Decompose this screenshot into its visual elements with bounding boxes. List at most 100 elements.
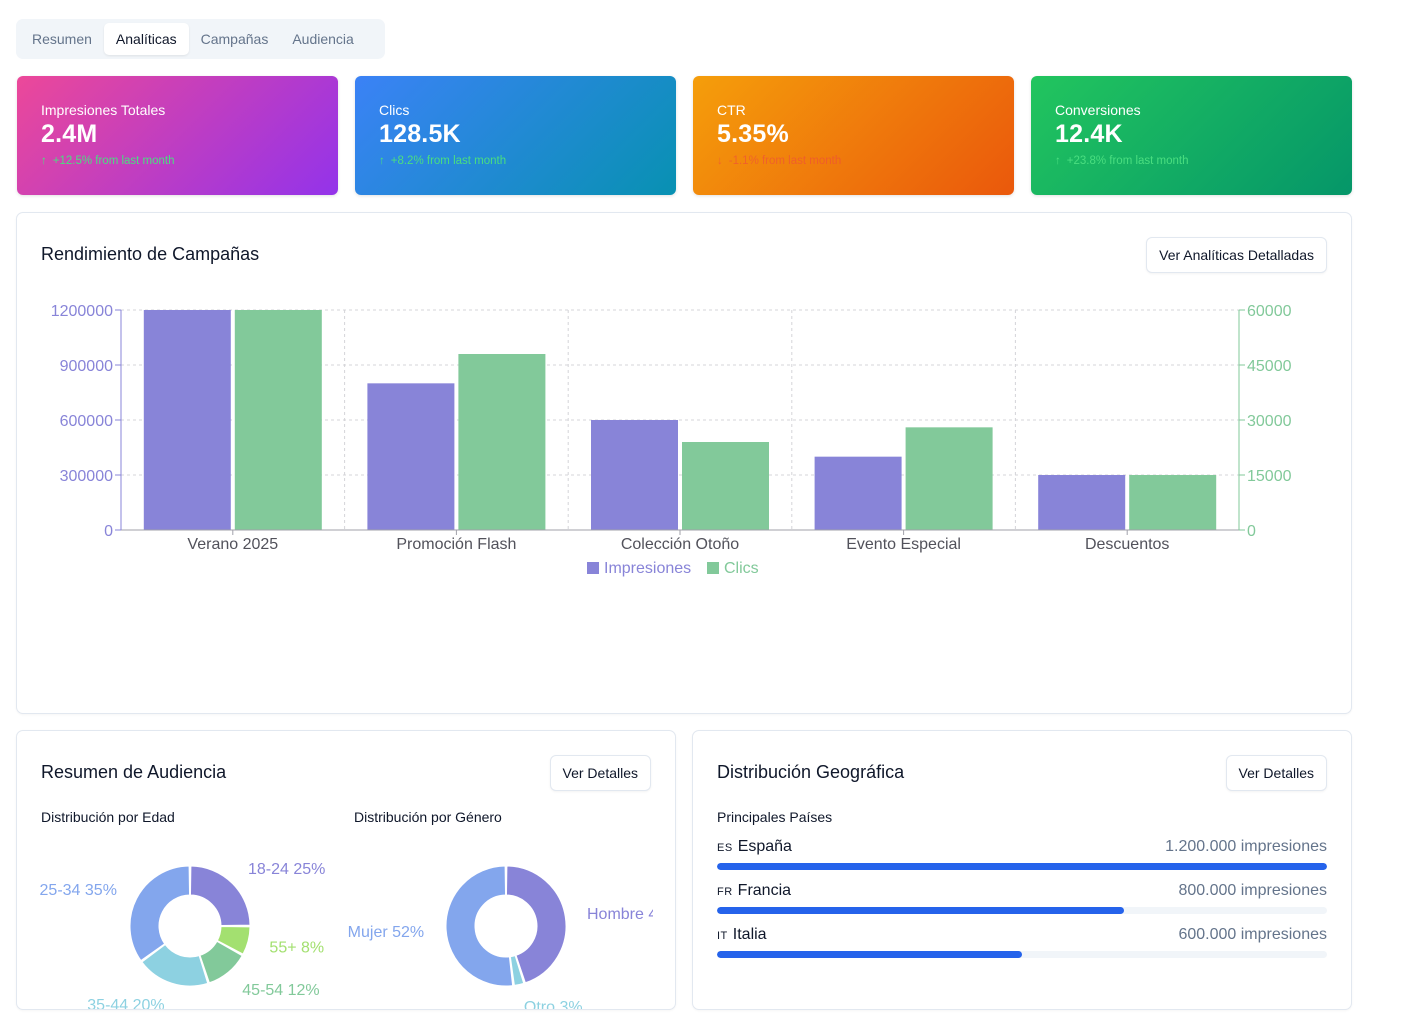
audience-card: Resumen de Audiencia Ver Detalles Distri… <box>16 730 676 1010</box>
tab-campanas[interactable]: Campañas <box>200 31 269 47</box>
country-row: ES España 1.200.000 impresiones <box>717 838 1327 870</box>
x-tick-label: Colección Otoño <box>621 536 739 553</box>
y-tick-label-right: 15000 <box>1247 468 1292 485</box>
tab-resumen[interactable]: Resumen <box>32 31 92 47</box>
stat-label: Impresiones Totales <box>41 102 166 118</box>
stat-change: ↑ +23.8% from last month <box>1055 155 1328 167</box>
bar-clics <box>234 310 322 530</box>
country-progress-track <box>717 863 1327 870</box>
gender-distribution-title: Distribución por Género <box>354 809 502 825</box>
tab-audiencia[interactable]: Audiencia <box>292 31 354 47</box>
x-tick-label: Verano 2025 <box>187 536 278 553</box>
pie-label: 25-34 35% <box>40 882 117 899</box>
tab-list: Resumen Analíticas Campañas Audiencia <box>16 19 385 59</box>
pie-label: 35-44 20% <box>87 997 164 1010</box>
stat-value: 12.4K <box>1055 120 1123 148</box>
stat-value: 128.5K <box>379 120 461 148</box>
geo-details-button[interactable]: Ver Detalles <box>1225 755 1327 791</box>
pie-label: 45-54 12% <box>242 982 319 999</box>
bar-impresiones <box>814 456 902 530</box>
stat-change: ↑ +12.5% from last month <box>41 155 314 167</box>
card-title: Resumen de Audiencia <box>41 762 227 782</box>
tab-analiticas[interactable]: Analíticas <box>103 23 189 55</box>
chart-legend: Impresiones Clics <box>587 560 759 577</box>
legend-label-clics: Clics <box>724 560 759 577</box>
y-tick-label-left: 1200000 <box>51 303 113 320</box>
pie-label: Otro 3% <box>524 999 583 1010</box>
audience-details-button[interactable]: Ver Detalles <box>549 755 651 791</box>
stat-change: ↓ -1.1% from last month <box>717 155 990 167</box>
country-name: Italia <box>732 926 767 943</box>
age-distribution-title: Distribución por Edad <box>41 809 175 825</box>
y-tick-label-left: 900000 <box>60 358 113 375</box>
pie-slice-25-34 <box>129 865 191 962</box>
bar-impresiones <box>367 383 455 530</box>
legend-swatch-impresiones <box>587 562 599 574</box>
age-pie-chart: 18-24 25% 55+ 8% 45-54 12% 35-44 20% 25-34 3… <box>40 861 326 1010</box>
pie-slice-18-24 <box>189 865 251 927</box>
country-progress-fill <box>717 907 1124 914</box>
stat-change-text: +8.2% from last month <box>390 155 507 167</box>
stat-card-conversiones: Conversiones 12.4K ↑ +23.8% from last mon… <box>1031 76 1352 195</box>
stat-change-text: +12.5% from last month <box>52 155 175 167</box>
pie-label: 55+ 8% <box>269 939 324 956</box>
y-tick-label-right: 30000 <box>1247 413 1292 430</box>
pie-label: Mujer 52% <box>348 924 424 941</box>
top-countries-title: Principales Países <box>717 809 833 825</box>
bar-impresiones <box>1038 475 1126 530</box>
stat-label: CTR <box>717 102 746 118</box>
bar-clics <box>1129 475 1217 530</box>
country-impressions: 600.000 impresiones <box>1178 926 1327 943</box>
y-tick-label-left: 300000 <box>60 468 113 485</box>
stat-card-clics: Clics 128.5K ↑ +8.2% from last month <box>355 76 676 195</box>
y-tick-label-right: 45000 <box>1247 358 1292 375</box>
x-tick-label: Descuentos <box>1085 536 1170 553</box>
bar-clics <box>682 442 769 530</box>
x-tick-label: Promoción Flash <box>396 536 516 553</box>
pie-slice-otro <box>509 954 525 986</box>
card-title: Rendimiento de Campañas <box>41 244 260 264</box>
legend-swatch-clics <box>707 562 719 574</box>
arrow-up-icon: ↑ <box>379 155 385 167</box>
stat-change: ↑ +8.2% from last month <box>379 155 652 167</box>
country-progress-track <box>717 907 1327 914</box>
arrow-down-icon: ↓ <box>717 155 723 167</box>
geo-distribution-card: Distribución Geográfica Ver Detalles Pri… <box>692 730 1352 1010</box>
y-tick-label-right: 60000 <box>1247 303 1292 320</box>
stat-label: Conversiones <box>1055 102 1141 118</box>
stat-change-text: +23.8% from last month <box>1066 155 1189 167</box>
stat-card-ctr: CTR 5.35% ↓ -1.1% from last month <box>693 76 1014 195</box>
pie-label: 18-24 25% <box>248 861 325 878</box>
country-row: IT Italia 600.000 impresiones <box>717 926 1327 958</box>
stat-label: Clics <box>379 102 410 118</box>
stat-value: 2.4M <box>41 120 98 148</box>
country-impressions: 1.200.000 impresiones <box>1165 838 1327 855</box>
country-row: FR Francia 800.000 impresiones <box>717 882 1327 914</box>
arrow-up-icon: ↑ <box>41 155 47 167</box>
campaign-bar-chart: Verano 2025 Promoción Flash Colección Otoñ… <box>51 303 1292 577</box>
country-code: IT <box>717 930 728 942</box>
country-name: España <box>737 838 792 855</box>
arrow-up-icon: ↑ <box>1055 155 1061 167</box>
country-code: ES <box>717 842 733 854</box>
country-progress-track <box>717 951 1327 958</box>
country-name: Francia <box>737 882 792 899</box>
stat-value: 5.35% <box>717 120 789 148</box>
y-tick-label-left: 0 <box>104 523 113 540</box>
pie-slice-hombre <box>505 865 567 984</box>
x-tick-label: Evento Especial <box>846 536 961 553</box>
country-code: FR <box>717 886 733 898</box>
detailed-analytics-button[interactable]: Ver Analíticas Detalladas <box>1146 237 1327 273</box>
campaign-performance-card: Rendimiento de Campañas Ver Analíticas D… <box>16 212 1352 714</box>
bar-clics <box>458 354 546 530</box>
country-progress-fill <box>717 951 1022 958</box>
country-progress-fill <box>717 863 1327 870</box>
pie-slice-35-44 <box>141 943 209 987</box>
y-tick-label-left: 600000 <box>60 413 113 430</box>
bar-impresiones <box>143 310 231 530</box>
pie-slice-mujer <box>445 865 514 987</box>
pie-slice-55- <box>216 925 251 955</box>
pie-slice-45-54 <box>199 940 243 984</box>
country-impressions: 800.000 impresiones <box>1178 882 1327 899</box>
y-tick-label-right: 0 <box>1247 523 1256 540</box>
